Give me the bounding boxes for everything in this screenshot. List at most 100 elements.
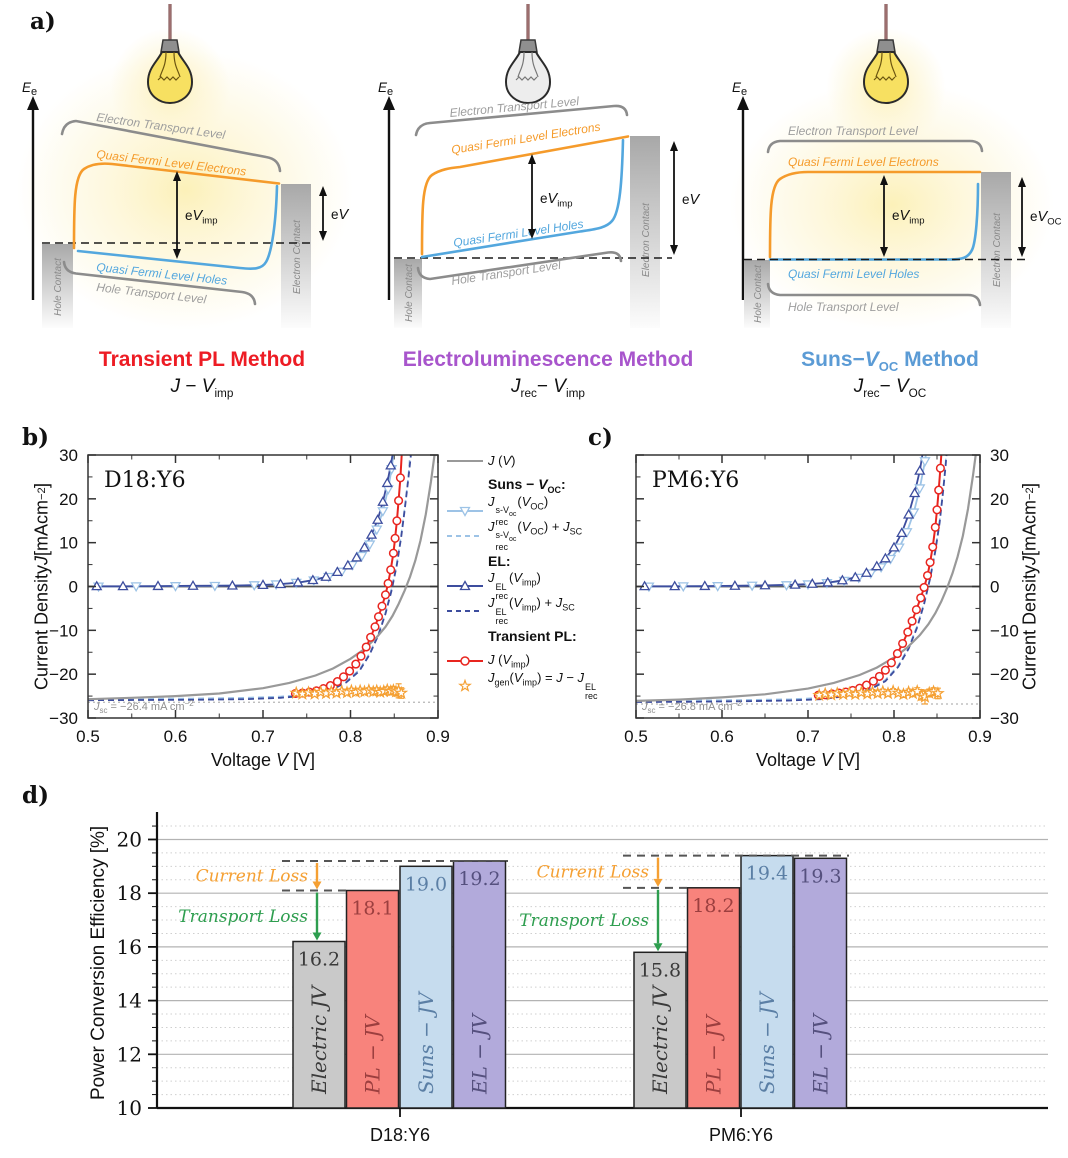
method-formula-electroluminescence: Jrec− Vimp [511, 376, 585, 400]
jgen-star-marker [394, 685, 409, 699]
svg-text:Ee: Ee [22, 80, 37, 98]
svg-text:0.9: 0.9 [968, 727, 992, 746]
x-axis-label-b: Voltage V [V] [210, 750, 316, 770]
svg-text:20: 20 [990, 490, 1009, 509]
electron-transport-level [60, 119, 282, 173]
hole-transport-level [62, 260, 257, 306]
current-loss-label: Current Loss [537, 863, 650, 883]
qflh-label: Quasi Fermi Level Holes [452, 217, 584, 250]
energy-axis: Ee [22, 80, 39, 300]
electron-contact [281, 184, 311, 328]
bar-value-label: 18.2 [692, 895, 734, 917]
method-formula-suns-voc: Jrec− VOC [853, 376, 927, 400]
svg-text:−10: −10 [49, 621, 78, 640]
plot-series [88, 455, 438, 703]
svg-text:20: 20 [117, 827, 142, 851]
ev-imp-arrow: eVimp [173, 171, 218, 259]
svg-text:eVOC: eVOC [1030, 209, 1062, 228]
light-glow [17, 50, 353, 330]
hole-contact [744, 260, 770, 328]
htl-label: Hole Transport Level [450, 258, 562, 288]
bar-value-label: 16.2 [298, 949, 340, 971]
ev-arrow: eV [319, 186, 350, 241]
electron-contact-label: Electron Contact [292, 219, 303, 294]
svg-text:−10: −10 [990, 621, 1019, 640]
method-title-electroluminescence: Electroluminescence Method [402, 348, 694, 371]
panel-label-b: b) [22, 424, 49, 451]
svg-text:−20: −20 [49, 665, 78, 684]
light-bulb-off-icon [504, 4, 552, 105]
htl-label: Hole Transport Level [788, 300, 899, 314]
svg-text:0: 0 [69, 578, 78, 597]
group-label: PM6:Y6 [709, 1125, 773, 1145]
hole-contact [42, 244, 73, 328]
bar-D18Y6-SunsJV [399, 865, 453, 1109]
svg-text:0.5: 0.5 [624, 727, 648, 746]
bar-PM6Y6-ElectricJV [633, 951, 687, 1109]
pce-bar-chart: 10 12 14 16 18 20 Current Loss Transport Loss 16… [117, 812, 1048, 1145]
bar-name-label: PL − JV [702, 1013, 726, 1095]
transport-loss-label: Transport Loss [178, 907, 308, 927]
bar-value-label: 19.2 [458, 868, 500, 890]
bar-name-label: Suns − JV [414, 990, 438, 1094]
plot-series [636, 455, 980, 705]
jgen-star-marker [830, 686, 845, 700]
bar-name-label: PL − JV [361, 1013, 385, 1095]
jgen-star-marker [930, 686, 945, 700]
bar-value-label: 19.4 [746, 863, 788, 885]
x-axis-label-c: Voltage V [V] [755, 750, 861, 770]
jv-plot-pm6y6: 0.5 0.6 0.7 0.8 0.9−30 −20 −10 0 10 20 30 PM6:Y6 Jsc… [624, 446, 1019, 746]
electron-contact-label: Electron Contact [992, 212, 1003, 287]
ev-imp-arrow: eVimp [880, 175, 925, 257]
electron-contact [630, 136, 660, 328]
bar-name-label: Electric JV [648, 983, 672, 1095]
bar-D18Y6-PLJV [345, 889, 400, 1109]
svg-text:12: 12 [117, 1042, 142, 1066]
transport-loss-label: Transport Loss [519, 911, 649, 931]
ev-imp-arrow: eVimp [528, 154, 573, 239]
plot-title: D18:Y6 [104, 468, 186, 493]
band-diagram-transient-pl: Ee Hole Contact Electron Contact Electro… [17, 4, 353, 330]
svg-text:eV: eV [331, 207, 350, 223]
current-loss-label: Current Loss [196, 867, 309, 887]
el-shifted-line [636, 455, 948, 703]
quasi-fermi-holes [76, 184, 279, 270]
quasi-fermi-electrons [768, 170, 982, 259]
quasi-fermi-holes [420, 138, 625, 259]
svg-text:0.5: 0.5 [76, 727, 100, 746]
panel-label-a: a) [30, 8, 56, 35]
jv-line [636, 455, 977, 702]
svg-text:0.7: 0.7 [251, 727, 275, 746]
svg-text:eVimp: eVimp [185, 208, 218, 227]
bar-value-label: 19.3 [799, 865, 841, 887]
y-axis-label-b: Current Density J [mAcm −2] [31, 482, 52, 691]
hole-transport-level [416, 251, 623, 281]
bar-D18Y6-ElectricJV [292, 940, 346, 1109]
y-axis-label-c: Current Density J [mAcm −2] [1019, 482, 1040, 691]
bar-name-label: Suns − JV [755, 990, 779, 1094]
panel-label-d: d) [22, 782, 49, 809]
electron-contact-label: Electron Contact [641, 202, 652, 277]
jgen-star-marker [818, 686, 833, 700]
panel-label-c: c) [588, 424, 613, 451]
jv-line [88, 455, 436, 701]
band-diagram-suns-voc: Ee Hole Contact Electron Contact Electro… [730, 4, 1062, 330]
bar-name-label: Electric JV [307, 983, 331, 1095]
suns-voc-shifted-line [88, 455, 411, 700]
svg-text:0.7: 0.7 [796, 727, 820, 746]
svg-text:eV: eV [682, 192, 701, 208]
plot-title: PM6:Y6 [652, 468, 739, 493]
band-diagram-electroluminescence: Ee Hole Contact Electron Contact Electro… [378, 4, 701, 328]
bar-PM6Y6-PLJV [686, 887, 741, 1109]
transient-pl-line [818, 455, 943, 697]
svg-text:10: 10 [990, 534, 1009, 553]
svg-text:16: 16 [117, 935, 142, 959]
svg-text:0: 0 [990, 578, 999, 597]
bar-name-label: EL − JV [809, 1012, 833, 1095]
bar-PM6Y6-SunsJV [740, 854, 794, 1109]
hole-contact-label: Hole Contact [753, 264, 764, 323]
svg-text:−30: −30 [990, 709, 1019, 728]
svg-text:30: 30 [59, 446, 78, 465]
method-title-transient-pl: Transient PL Method [98, 348, 306, 371]
